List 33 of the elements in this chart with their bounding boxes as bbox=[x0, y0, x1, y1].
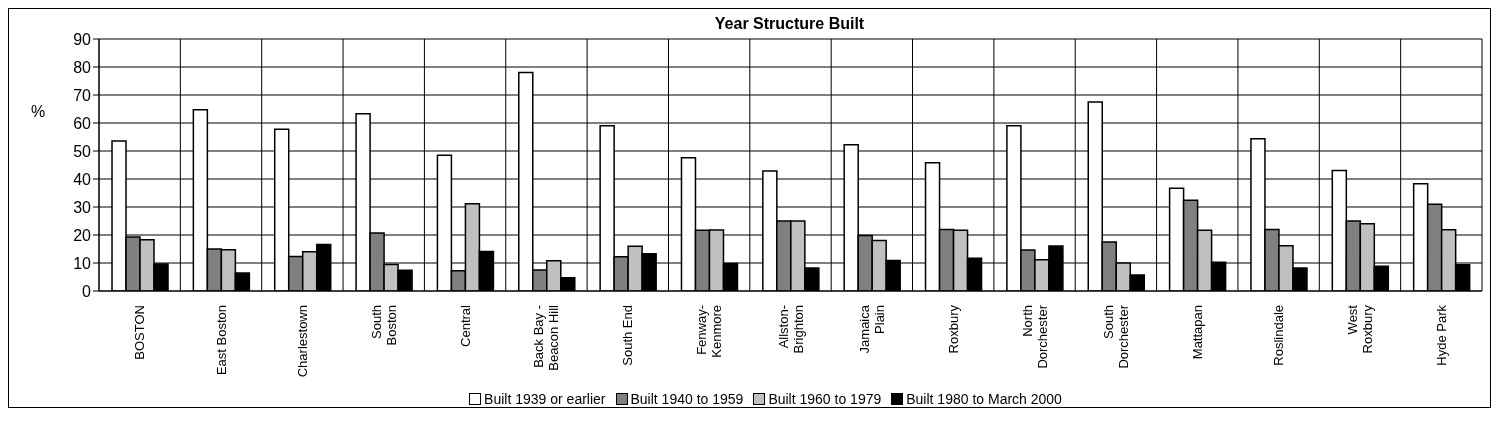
y-tick-label: 40 bbox=[73, 170, 92, 188]
y-tick-label: 50 bbox=[73, 142, 92, 160]
x-tick-label: East Boston bbox=[213, 305, 229, 376]
x-tick-label: South Boston bbox=[368, 305, 399, 346]
x-tick-label: Central bbox=[457, 304, 473, 347]
y-tick-label: 90 bbox=[73, 30, 92, 48]
y-tick-label: 70 bbox=[73, 86, 92, 104]
chart-title: Year Structure Built bbox=[714, 15, 865, 32]
legend-label: Built 1940 to 1959 bbox=[629, 391, 744, 407]
y-tick-label: 60 bbox=[73, 114, 92, 132]
y-tick-label: 30 bbox=[73, 198, 92, 216]
x-tick-label: North Dorchester bbox=[1019, 304, 1050, 369]
legend-label: Built 1980 to March 2000 bbox=[905, 391, 1062, 407]
x-tick-label: BOSTON bbox=[132, 305, 148, 360]
x-tick-label: Hyde Park bbox=[1433, 304, 1449, 366]
x-tick-label: South Dorchester bbox=[1100, 304, 1131, 369]
x-tick-label: Jamaica Plain bbox=[856, 304, 887, 354]
x-tick-label: West Roxbury bbox=[1344, 304, 1375, 354]
x-tick-label: Mattapan bbox=[1189, 305, 1205, 360]
x-tick-label: South End bbox=[620, 305, 636, 366]
x-tick-label: Roxbury bbox=[945, 304, 961, 354]
x-tick-label: Charlestown bbox=[294, 305, 310, 378]
y-tick-label: 10 bbox=[73, 254, 92, 272]
y-tick-label: 20 bbox=[73, 226, 92, 244]
legend-label: Built 1960 to 1979 bbox=[767, 391, 882, 407]
x-tick-label: Roslindale bbox=[1271, 305, 1287, 366]
x-tick-label: Allston- Brighton bbox=[775, 305, 806, 354]
x-tick-label: Fenway- Kenmore bbox=[694, 305, 725, 358]
x-tick-label: Back Bay - Beacon Hill bbox=[531, 304, 562, 371]
y-tick-label: 80 bbox=[73, 58, 92, 76]
y-axis-title: % bbox=[31, 103, 46, 121]
legend-label: Built 1939 or earlier bbox=[483, 391, 606, 407]
y-tick-label: 0 bbox=[82, 282, 92, 300]
